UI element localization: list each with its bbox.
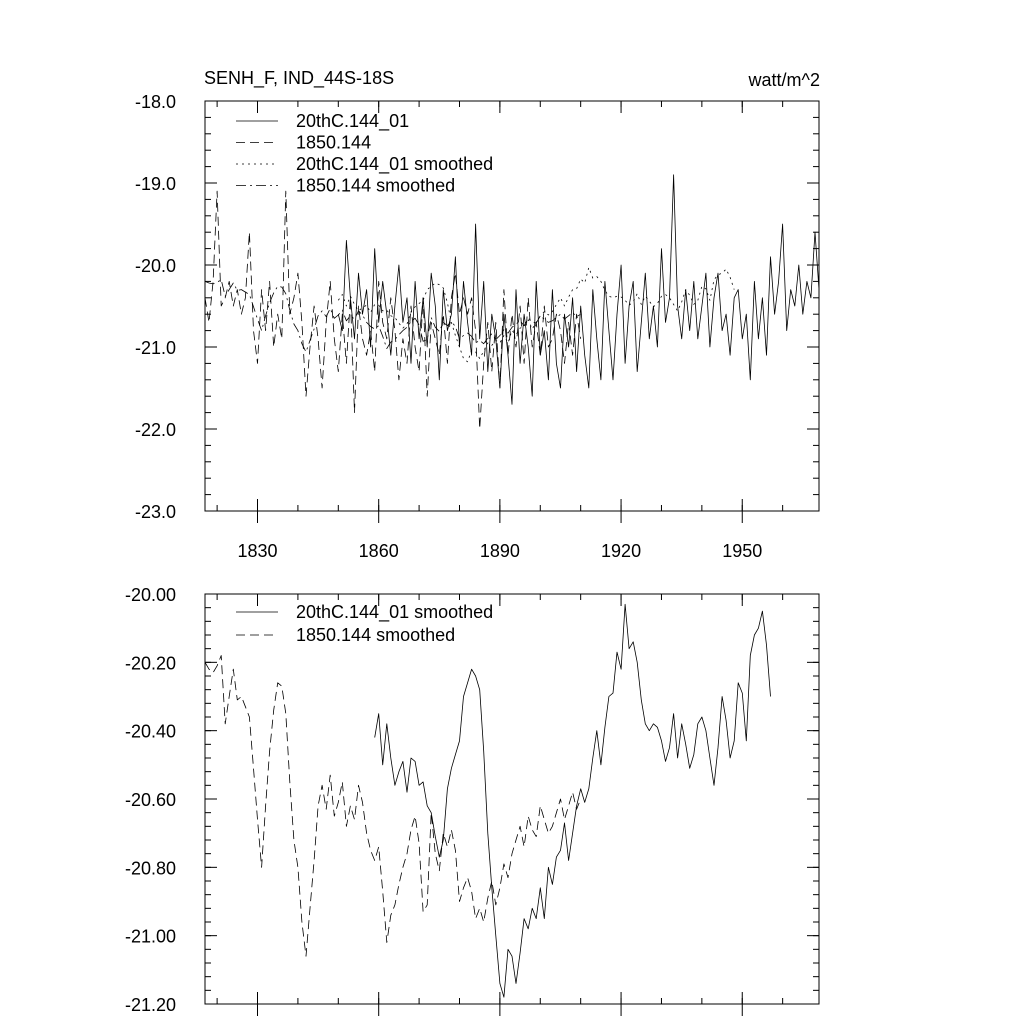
- top-series-group: [204, 174, 820, 430]
- series-line-1850-144-smoothed: [204, 279, 581, 353]
- series-line-1850-144: [204, 190, 582, 430]
- series-line-20thc-144-01: [337, 174, 820, 405]
- x-tick-label: 1950: [722, 541, 762, 561]
- legend-label: 1850.144 smoothed: [296, 625, 455, 645]
- bottom-series-group: [204, 603, 771, 998]
- y-tick-label: -20.60: [125, 790, 176, 810]
- x-tick-label: 1890: [480, 541, 520, 561]
- top-axes: -18.0 -19.0 -20.0 -21.0 -22.0 -23.0 1830 1860 18…: [135, 92, 819, 561]
- legend-label: 20thC.144_01 smoothed: [296, 602, 493, 623]
- y-tick-label: -21.0: [135, 338, 176, 358]
- legend-label: 20thC.144_01 smoothed: [296, 154, 493, 175]
- bottom-axes: -20.00 -20.20 -20.40 -20.60 -20.80 -21.00 -21.…: [125, 585, 819, 1016]
- chart-title: SENH_F, IND_44S-18S: [204, 68, 394, 89]
- series-line-1850-144-smoothed: [204, 655, 582, 957]
- y-tick-label: -20.0: [135, 256, 176, 276]
- y-tick-label: -20.80: [125, 858, 176, 878]
- y-tick-label: -21.00: [125, 927, 176, 947]
- legend-label: 1850.144: [296, 133, 371, 153]
- y-tick-label: -23.0: [135, 502, 176, 522]
- bottom-panel: -20.00 -20.20 -20.40 -20.60 -20.80 -21.00 -21.…: [125, 585, 820, 1016]
- y-tick-label: -20.00: [125, 585, 176, 605]
- y-tick-label: -18.0: [135, 92, 176, 112]
- y-tick-label: -20.20: [125, 653, 176, 673]
- legend-label: 20thC.144_01: [296, 111, 409, 132]
- y-tick-label: -21.20: [125, 995, 176, 1015]
- top-panel: -18.0 -19.0 -20.0 -21.0 -22.0 -23.0 1830 1860 18…: [135, 92, 820, 561]
- y-tick-label: -19.0: [135, 174, 176, 194]
- y-tick-label: -20.40: [125, 722, 176, 742]
- x-tick-label: 1830: [237, 541, 277, 561]
- units-label: watt/m^2: [748, 70, 820, 90]
- x-tick-label: 1860: [359, 541, 399, 561]
- x-tick-label: 1920: [601, 541, 641, 561]
- y-tick-label: -22.0: [135, 420, 176, 440]
- bottom-plot-frame: [204, 593, 820, 1005]
- legend-label: 1850.144 smoothed: [296, 176, 455, 196]
- series-line-20thc-144-01-smoothed: [374, 603, 771, 998]
